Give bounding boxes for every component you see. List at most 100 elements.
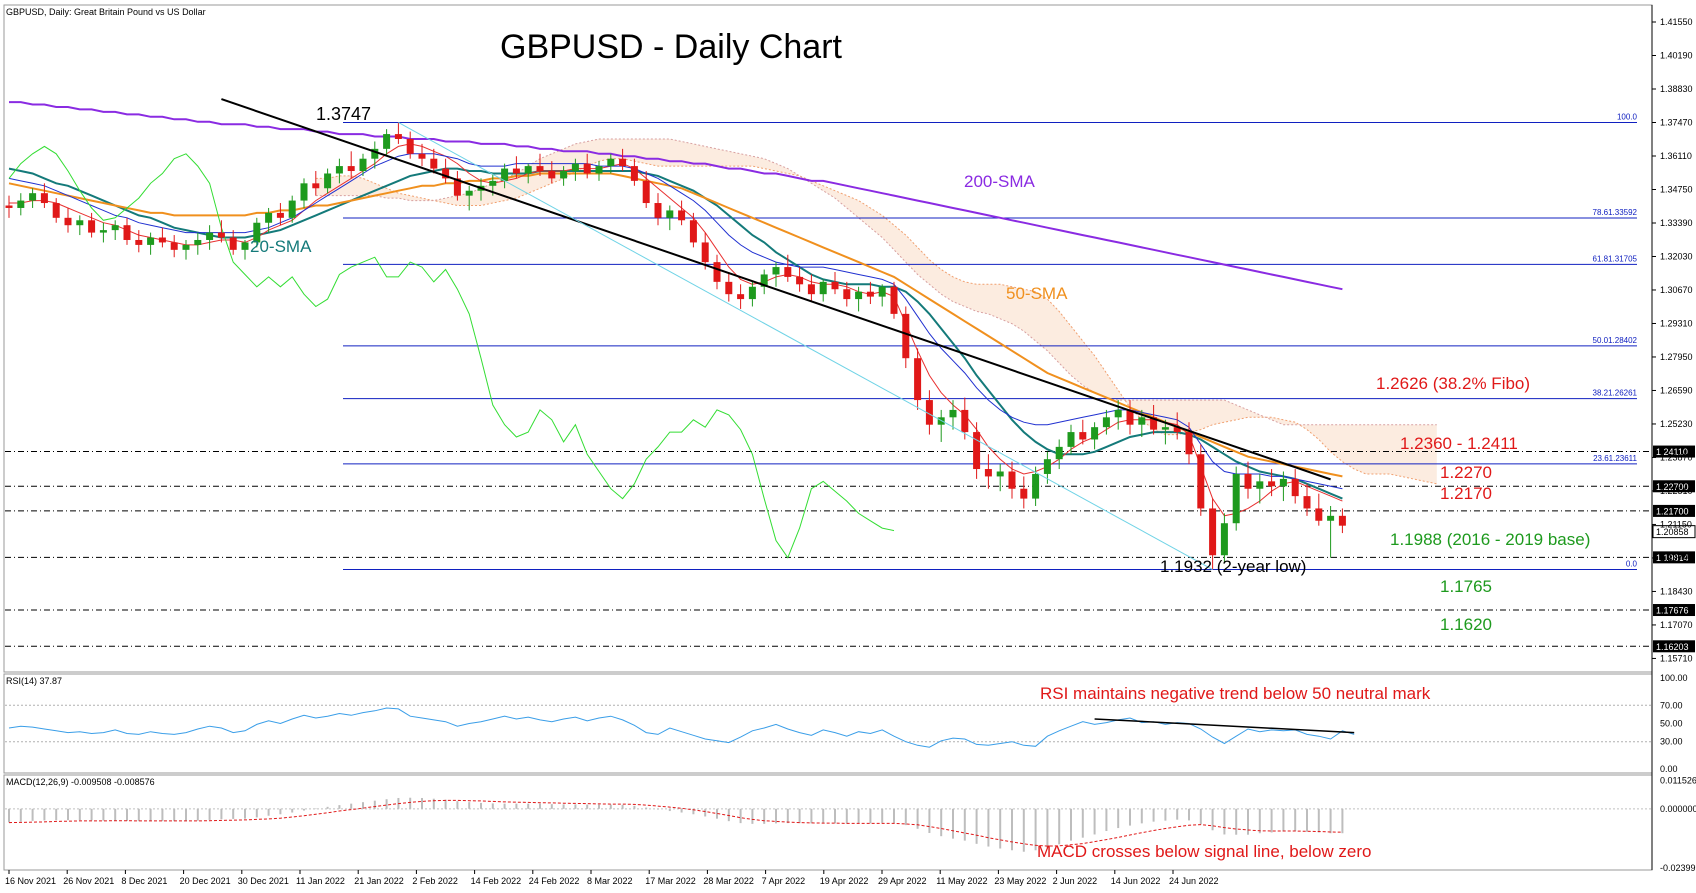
candle-body-41 xyxy=(489,180,497,186)
x-tick-label-5: 11 Jan 2022 xyxy=(296,876,345,886)
macd-panel-frame xyxy=(3,774,1653,871)
macd-bar-4 xyxy=(55,808,58,821)
fibo-label-2: 61.81.31705 xyxy=(1593,254,1638,263)
macd-bar-100 xyxy=(1188,808,1190,821)
macd-bar-36 xyxy=(432,798,435,809)
candle-body-72 xyxy=(855,291,863,300)
candle-body-75 xyxy=(890,286,898,314)
macd-bar-38 xyxy=(456,801,459,809)
y-tick-label-10: 1.27950 xyxy=(1660,352,1693,362)
time-axis: 16 Nov 2021 26 Nov 2021 8 Dec 2021 20 Dec 2… xyxy=(5,870,1219,886)
candle-body-101 xyxy=(1197,454,1205,509)
x-tick-label-16: 11 May 2022 xyxy=(936,876,987,886)
macd-bar-57 xyxy=(680,808,683,813)
macd-bar-23 xyxy=(279,808,282,815)
candle-body-99 xyxy=(1173,427,1181,433)
macd-bar-55 xyxy=(657,808,659,810)
x-tick-label-3: 20 Dec 2021 xyxy=(180,876,231,886)
candle-body-110 xyxy=(1303,496,1311,509)
candle-body-49 xyxy=(583,163,591,174)
candle-body-61 xyxy=(725,281,733,295)
candle-body-90 xyxy=(1067,432,1075,447)
candlesticks xyxy=(5,122,1346,570)
y-tick-label-12: 1.25230 xyxy=(1660,419,1693,429)
candle-body-11 xyxy=(135,239,143,245)
y-tick-label-3: 1.37470 xyxy=(1660,117,1693,127)
macd-bar-75 xyxy=(893,808,895,824)
candle-body-85 xyxy=(1008,471,1016,489)
candle-body-63 xyxy=(748,286,756,300)
line-20-sma xyxy=(8,167,1343,500)
macd-bar-44 xyxy=(527,803,530,809)
candle-body-83 xyxy=(984,469,992,477)
level-tag-label-3: 1.19814 xyxy=(1656,553,1689,563)
macd-bar-21 xyxy=(255,808,258,818)
macd-bar-92 xyxy=(1093,808,1096,835)
horizontal-levels: 1.24110 1.22700 1.21700 1.19814 1.17676 1.162… xyxy=(5,445,1696,653)
line-50-sma xyxy=(8,172,1343,478)
macd-bar-17 xyxy=(208,808,211,820)
candle-body-87 xyxy=(1032,473,1040,499)
candle-body-89 xyxy=(1055,446,1063,460)
candle-body-94 xyxy=(1114,409,1122,418)
rsi-panel: 100.00 70.00 50.00 30.00 0.00 xyxy=(5,673,1688,774)
macd-bar-97 xyxy=(1152,808,1155,822)
candle-body-98 xyxy=(1161,427,1169,430)
high-label: 1.3747 xyxy=(316,104,371,124)
macd-bar-35 xyxy=(421,797,423,809)
y-tick-label-6: 1.33390 xyxy=(1660,218,1693,228)
macd-bar-56 xyxy=(668,808,671,812)
macd-bar-45 xyxy=(539,803,541,809)
candle-body-91 xyxy=(1079,432,1087,440)
macd-bar-79 xyxy=(940,808,943,837)
candle-body-111 xyxy=(1315,508,1323,521)
y-tick-label-15: 1.21150 xyxy=(1660,519,1692,529)
macd-bar-102 xyxy=(1211,808,1214,831)
fibo-label-1: 78.61.33592 xyxy=(1593,208,1638,217)
rsi-tick-4: 0.00 xyxy=(1660,764,1678,774)
macd-bar-9 xyxy=(114,808,117,821)
macd-bar-39 xyxy=(468,802,471,809)
label-12360: 1.2360 - 1.2411 xyxy=(1400,434,1518,453)
candle-body-31 xyxy=(371,148,379,159)
level-tag-label-1: 1.22700 xyxy=(1656,482,1689,492)
candle-body-27 xyxy=(324,173,332,189)
macd-bar-101 xyxy=(1199,808,1202,825)
macd-bar-112 xyxy=(1329,808,1332,834)
candle-body-92 xyxy=(1091,427,1099,440)
candle-body-22 xyxy=(265,212,273,223)
level-tag-5 xyxy=(1653,640,1695,653)
candle-body-78 xyxy=(925,400,933,425)
candle-body-74 xyxy=(878,286,886,297)
candle-body-84 xyxy=(996,471,1004,477)
label-11620: 1.1620 xyxy=(1440,615,1492,634)
macd-bar-12 xyxy=(149,808,152,822)
candle-body-109 xyxy=(1291,478,1299,497)
macd-annotation: MACD crosses below signal line, below ze… xyxy=(1037,842,1371,861)
x-tick-label-0: 16 Nov 2021 xyxy=(5,876,56,886)
macd-bar-93 xyxy=(1105,808,1108,832)
y-tick-label-13: 1.23870 xyxy=(1660,452,1693,462)
macd-bar-53 xyxy=(633,805,636,809)
candle-body-46 xyxy=(548,171,556,179)
candle-body-18 xyxy=(217,232,225,238)
candle-body-9 xyxy=(111,225,119,231)
macd-tick-0: 0.011526 xyxy=(1660,775,1696,785)
candle-body-20 xyxy=(241,242,249,250)
x-tick-label-10: 8 Mar 2022 xyxy=(587,876,633,886)
y-tick-label-17: 1.18430 xyxy=(1660,586,1693,596)
price-axis: 1.41550 1.40190 1.38830 1.37470 1.36110 1.347… xyxy=(1652,17,1693,663)
y-tick-label-9: 1.29310 xyxy=(1660,318,1693,328)
macd-bar-47 xyxy=(562,804,565,809)
macd-bar-91 xyxy=(1081,808,1084,838)
x-tick-label-12: 28 Mar 2022 xyxy=(703,876,754,886)
macd-bar-63 xyxy=(751,808,754,824)
macd-bar-32 xyxy=(385,799,388,809)
macd-signal-line xyxy=(8,799,1343,847)
level-tag-1 xyxy=(1653,480,1695,493)
y-tick-label-0: 1.41550 xyxy=(1660,17,1693,27)
candle-body-107 xyxy=(1268,481,1276,487)
candle-body-7 xyxy=(88,220,96,233)
candle-body-47 xyxy=(560,171,568,179)
